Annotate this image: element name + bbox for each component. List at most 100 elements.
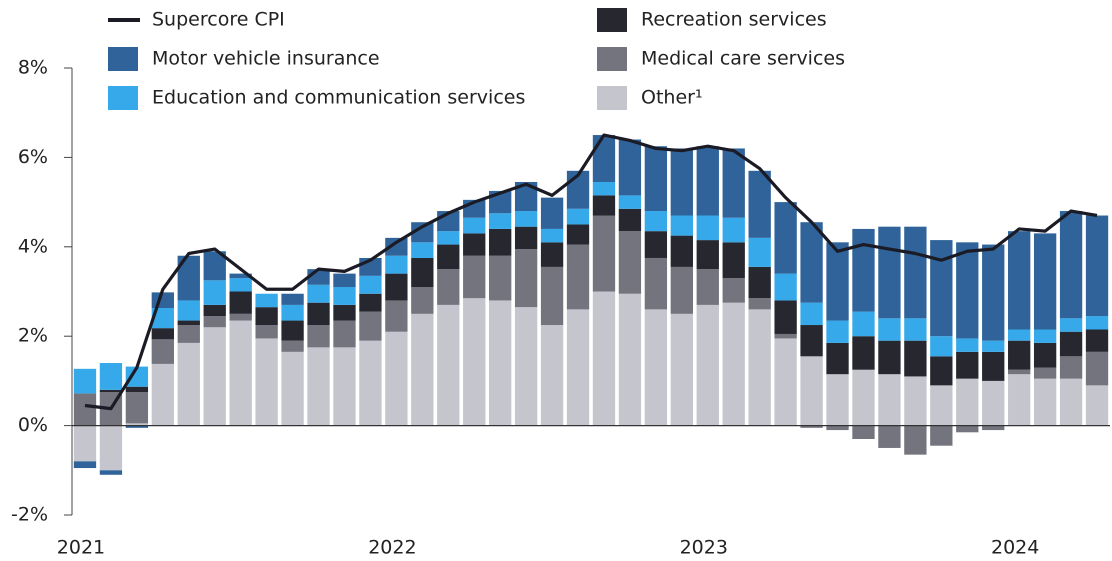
bar-segment xyxy=(800,302,823,326)
bar-segment xyxy=(722,217,745,243)
bar-segment xyxy=(618,195,642,209)
bar-segment xyxy=(1033,378,1057,426)
bar-segment xyxy=(1033,342,1057,368)
bar-segment xyxy=(385,255,408,274)
bar-segment xyxy=(73,425,97,462)
bar-segment xyxy=(644,211,668,232)
bar-segment xyxy=(411,257,434,288)
bar-segment xyxy=(1085,316,1109,330)
bar-segment xyxy=(489,228,512,256)
bar-segment xyxy=(826,374,849,426)
bar-segment xyxy=(1059,378,1083,426)
bar-segment xyxy=(463,298,486,426)
x-tick-label: 2023 xyxy=(680,537,728,559)
bar-segment xyxy=(618,293,642,426)
bar-segment xyxy=(956,242,979,339)
bar-segment xyxy=(852,425,875,440)
bar-segment xyxy=(774,273,797,301)
bar-segment xyxy=(229,320,252,426)
bar-segment xyxy=(125,392,149,424)
bar-segment xyxy=(411,313,434,426)
bar-segment xyxy=(800,222,823,303)
bar-segment xyxy=(644,257,668,310)
bar-segment xyxy=(982,425,1005,431)
bar-segment xyxy=(722,278,745,303)
y-tick-label: 0% xyxy=(18,414,48,436)
bar-segment xyxy=(437,231,460,245)
bar-segment xyxy=(644,146,668,212)
bar-segment xyxy=(644,309,668,426)
bar-segment xyxy=(956,378,979,426)
bar-segment xyxy=(592,291,616,426)
bar-segment xyxy=(930,336,953,357)
bar-segment xyxy=(1008,231,1031,330)
bar-segment xyxy=(696,269,719,305)
bar-segment xyxy=(463,255,486,299)
bar-segment xyxy=(540,325,564,426)
bar-segment xyxy=(566,244,590,310)
bar-segment xyxy=(437,269,460,305)
bar-segment xyxy=(670,235,693,267)
bar-segment xyxy=(514,211,538,227)
bar-segment xyxy=(203,280,226,305)
bar-segment xyxy=(592,181,616,196)
bar-segment xyxy=(281,320,304,341)
bar-segment xyxy=(852,228,875,312)
bar-segment xyxy=(99,363,123,390)
bar-segment xyxy=(1008,329,1031,341)
bar-segment xyxy=(177,255,200,301)
legend-swatch xyxy=(597,86,627,110)
bar-segment xyxy=(878,340,901,375)
bar-segment xyxy=(99,425,123,471)
bar-segment xyxy=(748,309,771,426)
bar-segment xyxy=(904,376,927,426)
bar-segment xyxy=(125,386,149,393)
bar-segment xyxy=(514,181,538,212)
bar-segment xyxy=(566,224,590,245)
y-tick-label: -2% xyxy=(11,504,48,526)
bar-segment xyxy=(774,338,797,426)
bar-segment xyxy=(852,336,875,370)
bar-segment xyxy=(1085,215,1109,317)
bar-segment xyxy=(1059,356,1083,379)
bar-segment xyxy=(982,380,1005,426)
legend-label: Medical care services xyxy=(641,48,845,70)
legend-swatch xyxy=(108,47,138,71)
bar-segment xyxy=(540,228,564,243)
bar-segment xyxy=(229,278,252,292)
bar-segment xyxy=(722,148,745,218)
bar-segment xyxy=(99,470,123,475)
bar-segment xyxy=(826,320,849,343)
bar-segment xyxy=(307,302,330,326)
bar-segment xyxy=(255,325,278,339)
bar-segment xyxy=(956,425,979,433)
bar-segment xyxy=(1033,329,1057,343)
bar-segment xyxy=(333,273,356,288)
bar-segment xyxy=(982,351,1005,381)
legend-label: Recreation services xyxy=(641,9,827,31)
bar-segment xyxy=(930,425,953,446)
bar-segment xyxy=(904,425,927,455)
bar-segment xyxy=(307,325,330,348)
bar-segment xyxy=(670,148,693,216)
bar-segment xyxy=(826,242,849,321)
bar-segment xyxy=(774,333,797,339)
legend-label: Motor vehicle insurance xyxy=(152,48,380,70)
bar-segment xyxy=(281,293,304,305)
bar-segment xyxy=(514,226,538,250)
bar-segment xyxy=(385,300,408,332)
y-tick-label: 2% xyxy=(18,325,48,347)
bar-segment xyxy=(982,340,1005,352)
bar-segment xyxy=(333,304,356,321)
y-tick-label: 6% xyxy=(18,146,48,168)
bar-segment xyxy=(411,222,434,243)
bar-segment xyxy=(125,423,149,426)
bar-segment xyxy=(151,339,174,364)
bar-segment xyxy=(177,320,200,326)
legend-swatch xyxy=(108,86,138,110)
bar-segment xyxy=(281,340,304,352)
bar-segment xyxy=(852,369,875,426)
bar-segment xyxy=(644,231,668,258)
